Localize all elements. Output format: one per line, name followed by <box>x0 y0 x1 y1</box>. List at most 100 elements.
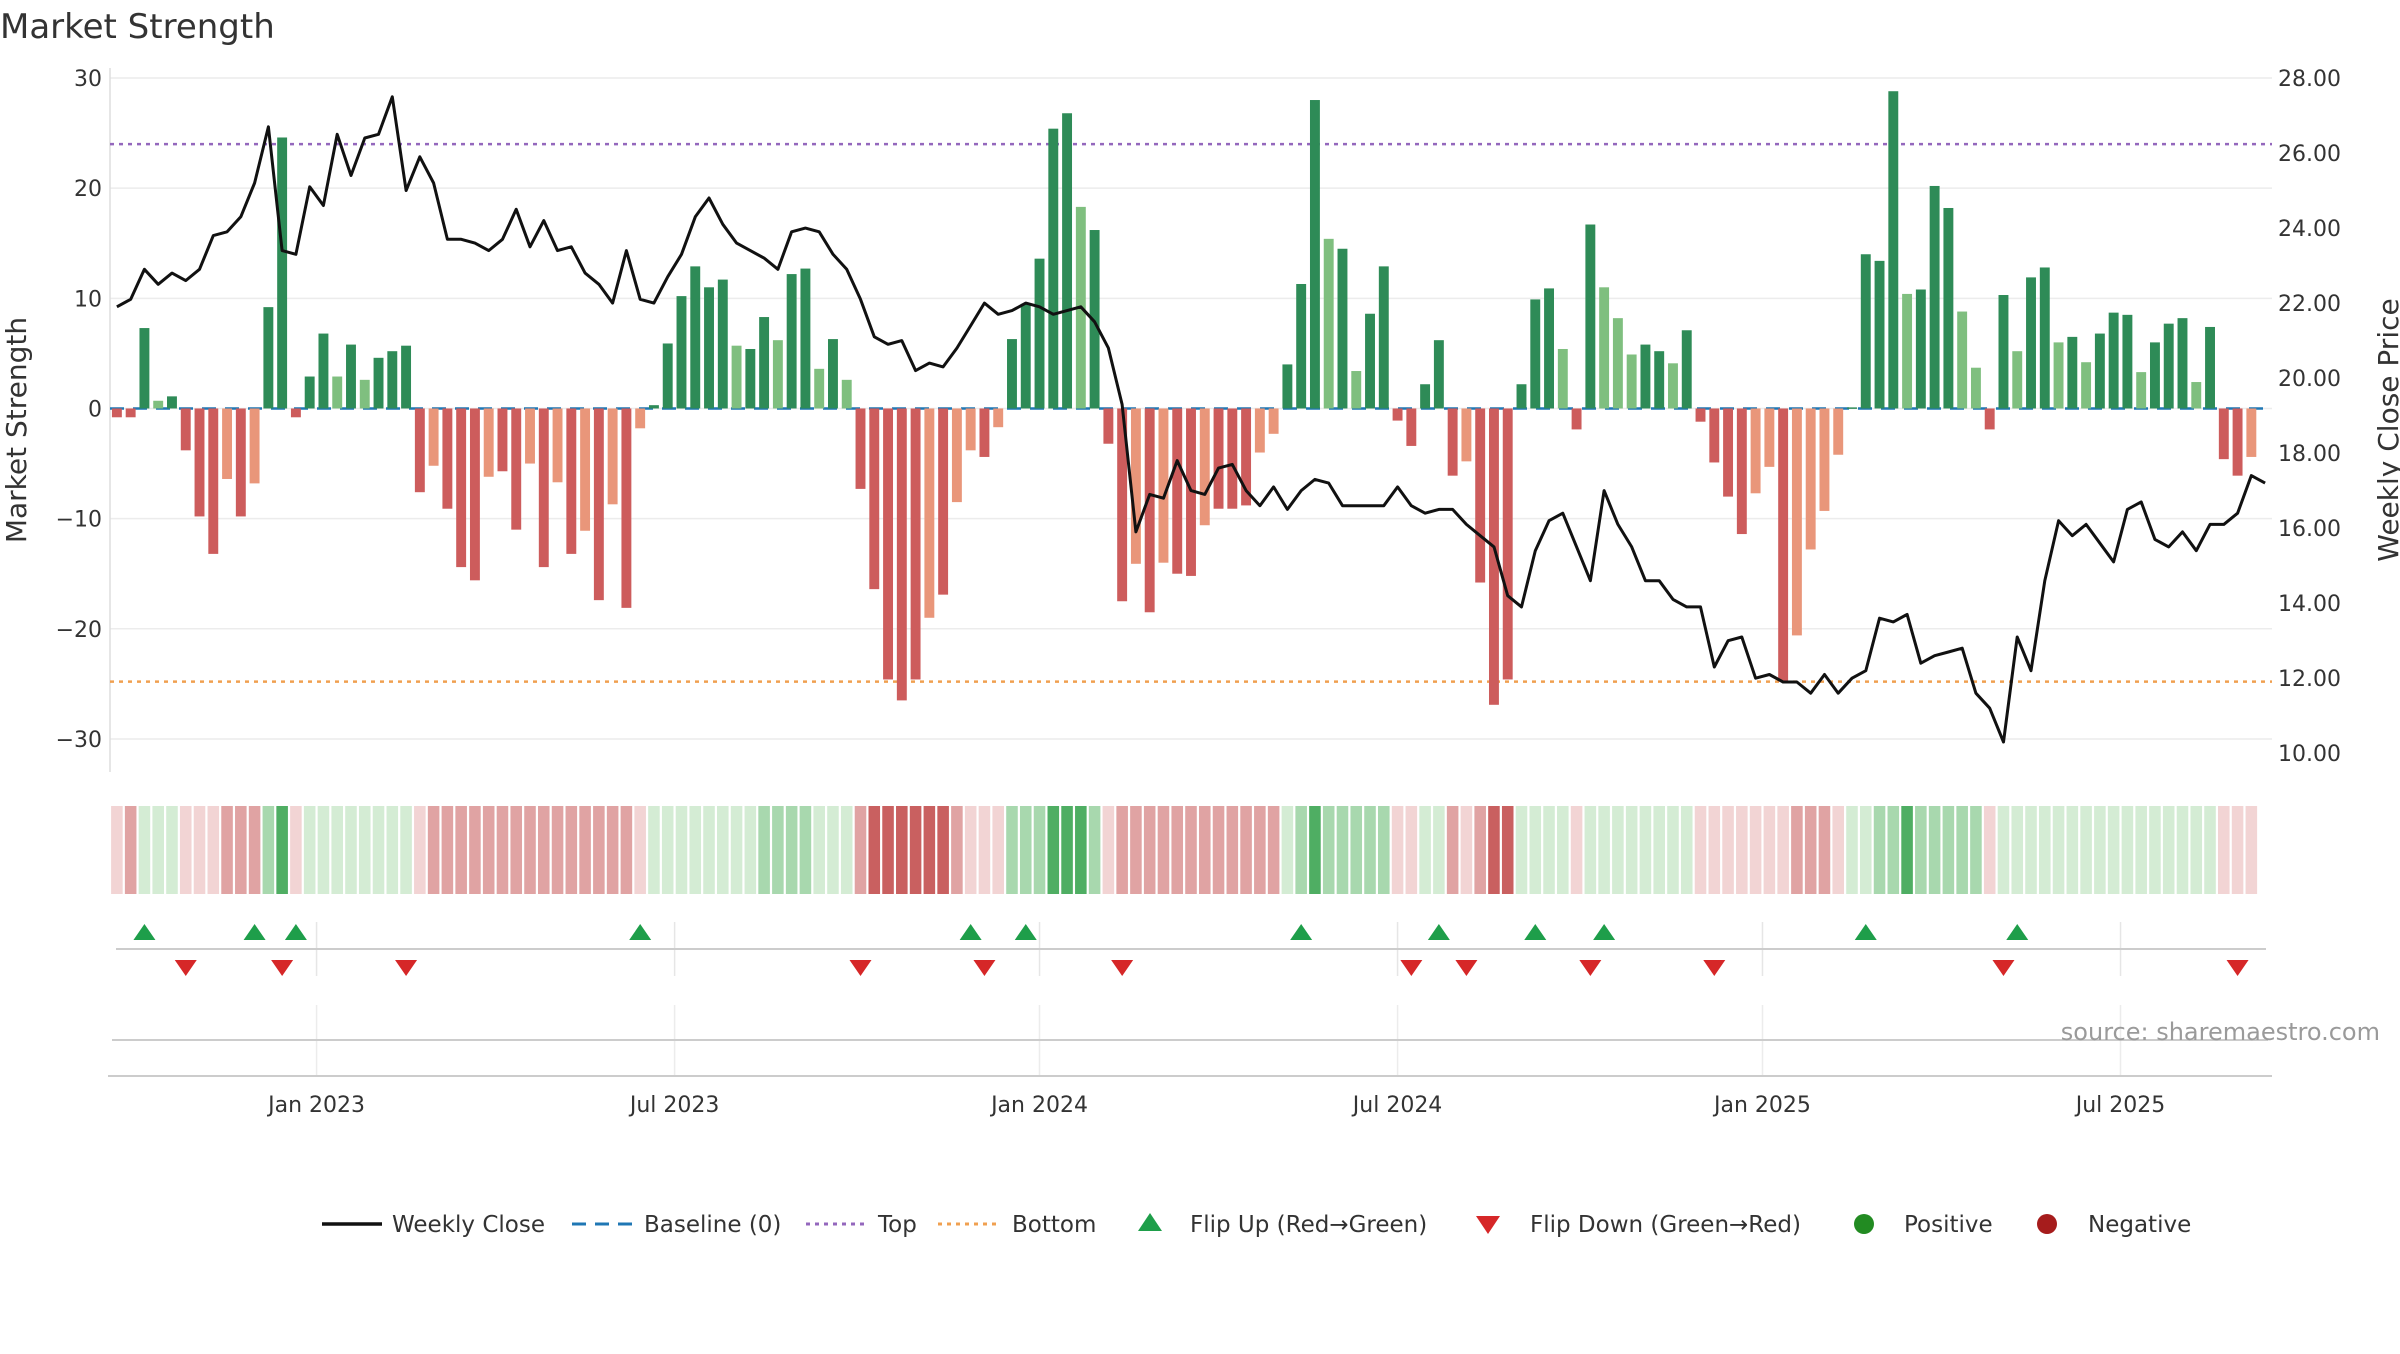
heat-strip-cell <box>510 806 523 894</box>
strength-bar <box>1282 364 1293 409</box>
strength-bar <box>552 408 563 483</box>
strength-bar <box>1034 258 1045 409</box>
heat-strip-cell <box>2094 806 2106 894</box>
flip-down-marker <box>973 960 996 976</box>
y-right-tick-label: 24.00 <box>2278 217 2341 242</box>
heat-strip-cell <box>1295 806 1307 894</box>
strength-bar <box>717 279 728 409</box>
strength-bar <box>1998 295 2009 409</box>
strength-bar <box>1847 407 1857 409</box>
heat-strip-cell <box>2107 806 2120 894</box>
y-right-tick-label: 22.00 <box>2278 292 2341 317</box>
strength-bar <box>1172 408 1183 574</box>
heat-strip-cell <box>827 806 839 894</box>
heat-strip-cell <box>744 806 757 894</box>
strength-bar <box>1668 363 1678 409</box>
strength-bar <box>180 408 191 451</box>
heat-strip-cell <box>1928 806 1941 894</box>
strength-bar <box>869 408 880 590</box>
strength-bar <box>800 268 811 409</box>
strength-bar <box>483 408 494 477</box>
heat-strip-cell <box>1832 806 1845 894</box>
strength-bar <box>965 408 976 451</box>
heat-strip-cell <box>2066 806 2079 894</box>
flip-up-marker <box>243 924 266 940</box>
heat-strip-cell <box>1983 806 1996 894</box>
strength-bar <box>194 408 205 517</box>
heat-strip-cell <box>358 806 371 894</box>
heat-strip-cell <box>1722 806 1734 894</box>
strength-bar <box>814 368 825 409</box>
strength-bar <box>1764 408 1775 467</box>
heat-strip-cell <box>840 806 853 894</box>
heat-strip-cell <box>441 806 454 894</box>
heat-strip-cell <box>951 806 963 894</box>
heat-strip-cell <box>138 806 151 894</box>
heat-strip-cell <box>937 806 949 894</box>
heat-strip-cell <box>1736 806 1748 894</box>
heat-strip-cell <box>896 806 908 894</box>
strength-bar <box>1365 313 1375 409</box>
y-right-tick-label: 26.00 <box>2278 142 2341 167</box>
strength-bar <box>1020 303 1031 409</box>
legend-label: Negative <box>2088 1212 2191 1238</box>
heat-strip-cell <box>400 806 412 894</box>
strength-bar <box>1530 299 1541 409</box>
strength-bar <box>1626 354 1637 409</box>
strength-bar <box>1778 408 1789 682</box>
strength-bar <box>2039 267 2050 409</box>
heat-strip-cell <box>1653 806 1665 894</box>
heat-strip-cell <box>1350 806 1363 894</box>
strength-bar <box>883 408 894 680</box>
source-annotation: source: sharemaestro.com <box>2061 1018 2380 1046</box>
strength-bar <box>346 344 356 409</box>
strength-bar <box>1585 224 1596 409</box>
heat-strip-cell <box>345 806 357 894</box>
heat-strip-cell <box>1915 806 1927 894</box>
strength-bar <box>676 296 687 409</box>
strength-bar <box>951 408 962 503</box>
strength-bar <box>1709 408 1720 463</box>
strength-bar <box>2081 362 2092 409</box>
strength-bar <box>1516 384 1527 409</box>
strength-bar <box>607 408 618 505</box>
heat-strip-cell <box>551 806 564 894</box>
heat-strip-cell <box>868 806 881 894</box>
heat-strip-cell <box>882 806 894 894</box>
strength-bar <box>2067 336 2078 409</box>
strength-bar <box>1557 348 1568 409</box>
weekly-close-series <box>116 95 2266 744</box>
strength-bar <box>263 307 274 409</box>
heat-strip-cell <box>496 806 509 894</box>
strength-bar <box>1186 408 1196 576</box>
legend-label: Flip Up (Red→Green) <box>1190 1212 1427 1238</box>
strength-bar <box>428 408 439 466</box>
y-left-tick-label: 0 <box>88 397 102 422</box>
strength-bar <box>1309 100 1320 409</box>
heat-strip-cell <box>152 806 164 894</box>
strength-bar <box>1544 288 1554 409</box>
legend-label: Top <box>877 1212 917 1238</box>
heat-strip-cell <box>648 806 660 894</box>
legend-flip-up-icon <box>1138 1213 1162 1231</box>
heat-strip-cell <box>317 806 330 894</box>
strength-bar <box>1378 266 1389 409</box>
flip-down-marker <box>1703 960 1726 976</box>
legend-label: Flip Down (Green→Red) <box>1530 1212 1801 1238</box>
heat-strip-cell <box>235 806 247 894</box>
strength-bar <box>1723 408 1734 497</box>
heat-strip-cell <box>2135 806 2147 894</box>
y-right-axis-title: Weekly Close Price <box>2372 298 2400 561</box>
heat-strip-cell <box>1130 806 1142 894</box>
heat-strip-cell <box>992 806 1004 894</box>
strength-bar <box>1571 408 1582 430</box>
heat-strip-cell <box>179 806 192 894</box>
flip-up-marker <box>1427 924 1450 940</box>
heat-strip-cell <box>166 806 178 894</box>
x-tick-label: Jul 2023 <box>628 1093 720 1118</box>
strength-bar <box>2191 382 2202 409</box>
legend-flip-down-icon <box>1476 1216 1500 1234</box>
legend-label: Positive <box>1904 1212 1993 1238</box>
heat-strip-cell <box>524 806 536 894</box>
